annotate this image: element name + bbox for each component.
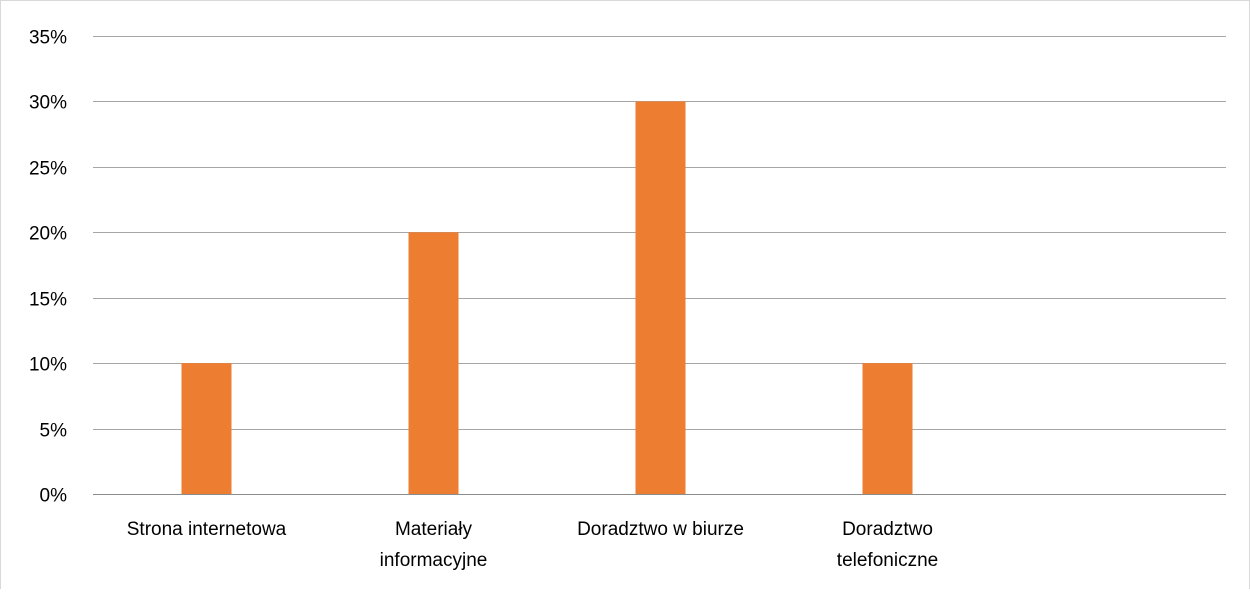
y-tick-label: 20% (29, 224, 67, 245)
x-tick-label: Materiały (395, 519, 473, 540)
y-tick-label: 10% (29, 355, 67, 376)
x-tick-label: Doradztwo w biurze (577, 519, 744, 540)
x-tick-label: Strona internetowa (127, 519, 287, 540)
y-tick-label: 0% (40, 486, 68, 507)
y-tick-label: 35% (29, 28, 67, 49)
bar (635, 101, 686, 494)
y-tick-label: 15% (29, 290, 67, 311)
x-tick-label: informacyjne (380, 550, 488, 571)
y-tick-label: 5% (40, 421, 68, 442)
x-tick-label: telefoniczne (837, 550, 938, 571)
bar (408, 232, 459, 495)
bar (862, 363, 913, 494)
y-tick-label: 30% (29, 93, 67, 114)
x-tick-label: Doradztwo (842, 519, 933, 540)
y-tick-label: 25% (29, 159, 67, 180)
bar (181, 363, 232, 494)
